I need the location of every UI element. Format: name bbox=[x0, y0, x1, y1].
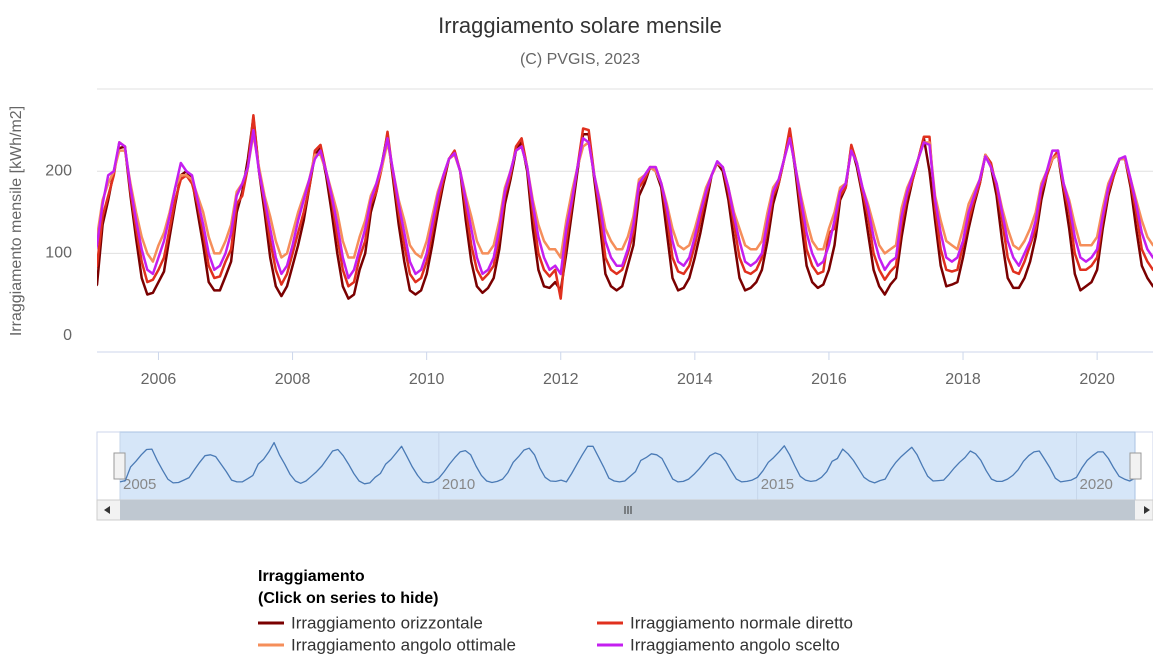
chart-title: Irraggiamento solare mensile bbox=[438, 13, 722, 38]
y-tick-label: 200 bbox=[45, 162, 72, 179]
navigator-tick-label: 2015 bbox=[761, 476, 794, 493]
navigator-mask[interactable] bbox=[119, 431, 1136, 501]
chart-subtitle: (C) PVGIS, 2023 bbox=[520, 51, 640, 68]
navigator-tick-label: 2005 bbox=[123, 476, 156, 493]
x-tick-label: 2006 bbox=[141, 371, 177, 388]
scroll-left-arrow[interactable] bbox=[104, 506, 110, 514]
scrollbar-grip bbox=[624, 506, 632, 514]
series-line bbox=[97, 128, 1153, 280]
navigator-handle-left[interactable] bbox=[113, 452, 126, 480]
navigator-tick-label: 2020 bbox=[1080, 476, 1113, 493]
y-tick-label: 100 bbox=[45, 245, 72, 262]
navigator-handle-right[interactable] bbox=[1129, 452, 1142, 480]
legend-item[interactable]: Irraggiamento normale diretto bbox=[630, 613, 853, 632]
legend-title: (Click on series to hide) bbox=[258, 590, 438, 607]
x-tick-label: 2010 bbox=[409, 371, 445, 388]
navigator-line bbox=[119, 441, 1136, 485]
x-tick-label: 2020 bbox=[1079, 371, 1115, 388]
navigator-tick-label: 2010 bbox=[442, 476, 475, 493]
scroll-right-arrow[interactable] bbox=[1144, 506, 1150, 514]
legend-item[interactable]: Irraggiamento angolo ottimale bbox=[291, 635, 516, 654]
y-axis-label: Irraggiamento mensile [kWh/m2] bbox=[8, 106, 25, 336]
x-tick-label: 2014 bbox=[677, 371, 713, 388]
x-tick-label: 2008 bbox=[275, 371, 311, 388]
legend-item[interactable]: Irraggiamento orizzontale bbox=[291, 613, 483, 632]
x-tick-label: 2016 bbox=[811, 371, 847, 388]
x-tick-label: 2018 bbox=[945, 371, 981, 388]
x-tick-label: 2012 bbox=[543, 371, 579, 388]
y-tick-label: 0 bbox=[63, 327, 72, 344]
legend-title: Irraggiamento bbox=[258, 568, 365, 585]
legend-item[interactable]: Irraggiamento angolo scelto bbox=[630, 635, 840, 654]
